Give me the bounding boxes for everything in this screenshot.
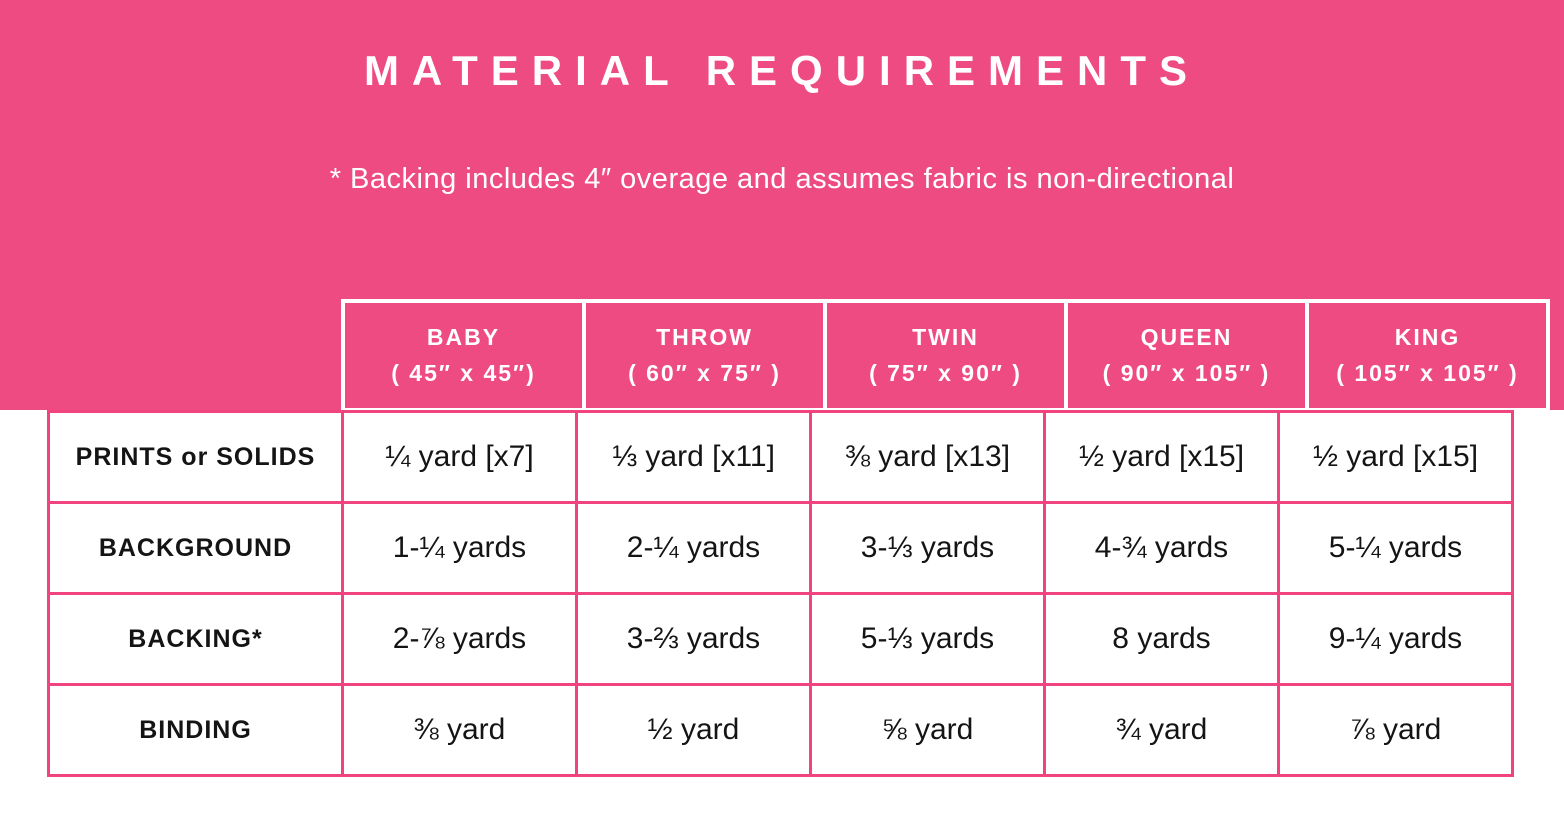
table-row-backing: BACKING* 2-⅞ yards 3-⅔ yards 5-⅓ yards 8… [47,592,1514,686]
value-cell: 2-⅞ yards [341,592,578,686]
column-size: ( 75″ x 90″ ) [869,359,1022,386]
value-cell: ½ yard [x15] [1277,410,1514,504]
row-label: BACKGROUND [47,501,344,595]
row-label: BACKING* [47,592,344,686]
column-header-queen: QUEEN ( 90″ x 105″ ) [1064,299,1309,412]
value-cell: ⅞ yard [1277,683,1514,777]
column-header-king: KING ( 105″ x 105″ ) [1305,299,1550,412]
row-label: PRINTS or SOLIDS [47,410,344,504]
value-cell: ½ yard [x15] [1043,410,1280,504]
value-cell: ⅜ yard [x13] [809,410,1046,504]
column-size: ( 90″ x 105″ ) [1102,359,1271,386]
value-cell: 5-¼ yards [1277,501,1514,595]
header-row: BABY ( 45″ x 45″) THROW ( 60″ x 75″ ) TW… [341,299,1550,412]
page-title: MATERIAL REQUIREMENTS [363,47,1201,94]
value-cell: 2-¼ yards [575,501,812,595]
column-name: QUEEN [1140,323,1233,350]
value-cell: 3-⅔ yards [575,592,812,686]
backing-note: * Backing includes 4″ overage and assume… [329,163,1235,195]
column-header-twin: TWIN ( 75″ x 90″ ) [823,299,1068,412]
value-cell: 3-⅓ yards [809,501,1046,595]
materials-table: PRINTS or SOLIDS ¼ yard [x7] ⅓ yard [x11… [47,410,1514,777]
row-label: BINDING [47,683,344,777]
column-name: KING [1394,323,1461,350]
value-cell: 5-⅓ yards [809,592,1046,686]
column-size: ( 45″ x 45″) [391,359,536,386]
column-name: THROW [656,323,753,350]
value-cell: 9-¼ yards [1277,592,1514,686]
column-name: BABY [426,323,501,350]
value-cell: ⅓ yard [x11] [575,410,812,504]
column-header-baby: BABY ( 45″ x 45″) [341,299,586,412]
value-cell: 1-¼ yards [341,501,578,595]
value-cell: ½ yard [575,683,812,777]
column-size: ( 60″ x 75″ ) [628,359,781,386]
table-row-background: BACKGROUND 1-¼ yards 2-¼ yards 3-⅓ yards… [47,501,1514,595]
size-columns-header: BABY ( 45″ x 45″) THROW ( 60″ x 75″ ) TW… [341,299,1550,412]
value-cell: 8 yards [1043,592,1280,686]
column-header-throw: THROW ( 60″ x 75″ ) [582,299,827,412]
value-cell: 4-¾ yards [1043,501,1280,595]
table-row-binding: BINDING ⅜ yard ½ yard ⅝ yard ¾ yard ⅞ ya… [47,683,1514,777]
value-cell: ¾ yard [1043,683,1280,777]
value-cell: ⅜ yard [341,683,578,777]
value-cell: ⅝ yard [809,683,1046,777]
column-size: ( 105″ x 105″ ) [1336,359,1519,386]
column-name: TWIN [912,323,979,350]
table-row-prints-or-solids: PRINTS or SOLIDS ¼ yard [x7] ⅓ yard [x11… [47,410,1514,504]
value-cell: ¼ yard [x7] [341,410,578,504]
